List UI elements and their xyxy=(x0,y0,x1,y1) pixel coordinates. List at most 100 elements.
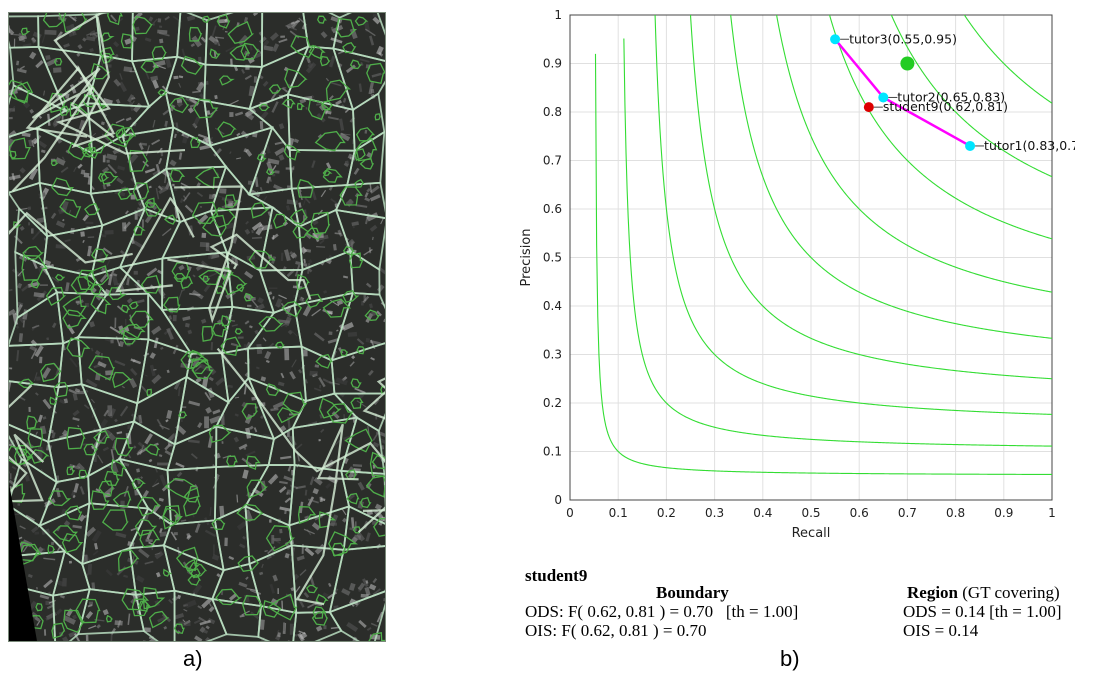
texture-speck xyxy=(43,557,56,561)
texture-speck xyxy=(52,67,62,73)
texture-speck xyxy=(173,133,177,139)
texture-speck xyxy=(358,83,363,93)
texture-speck xyxy=(196,182,201,188)
road-boundary xyxy=(53,13,186,155)
detail-contour xyxy=(308,44,326,60)
texture-speck xyxy=(280,35,286,38)
texture-speck xyxy=(43,90,45,96)
texture-speck xyxy=(43,629,47,636)
region-boundary xyxy=(334,181,385,219)
texture-speck xyxy=(302,305,312,317)
texture-speck xyxy=(56,608,63,615)
texture-speck xyxy=(307,259,313,264)
region-boundary xyxy=(328,545,385,614)
texture-speck xyxy=(34,616,41,622)
texture-speck xyxy=(107,163,118,174)
detail-contour xyxy=(144,197,157,208)
texture-speck xyxy=(44,29,57,36)
texture-speck xyxy=(262,80,269,87)
texture-speck xyxy=(369,194,381,202)
texture-speck xyxy=(233,256,239,267)
panel-a-caption: a) xyxy=(183,646,203,671)
texture-speck xyxy=(206,272,218,279)
texture-speck xyxy=(216,573,221,578)
texture-speck xyxy=(269,32,279,41)
texture-speck xyxy=(39,425,47,435)
texture-speck xyxy=(151,547,154,551)
texture-speck xyxy=(35,392,39,396)
texture-speck xyxy=(69,357,78,368)
x-tick-label: 0 xyxy=(566,506,574,520)
texture-speck xyxy=(126,297,133,304)
texture-speck xyxy=(255,366,260,370)
texture-speck xyxy=(63,536,68,541)
texture-speck xyxy=(313,332,325,342)
texture-speck xyxy=(234,396,240,399)
texture-speck xyxy=(299,191,303,201)
texture-speck xyxy=(259,120,264,130)
texture-speck xyxy=(369,185,380,194)
texture-speck xyxy=(259,225,265,229)
precision-recall-chart: 0 0.1 0.2 0.3 0.4 0.5 0.6 0.7 0.8 0.9 1 0 0.1 0.2 0.3 0… xyxy=(519,8,1075,541)
texture-speck xyxy=(244,320,250,325)
texture-speck xyxy=(244,413,253,425)
y-tick-label: 0 xyxy=(554,493,562,507)
region-ois: OIS = 0.14 xyxy=(903,621,979,640)
region-boundary xyxy=(9,45,68,113)
detail-contour xyxy=(89,283,103,295)
texture-speck xyxy=(85,611,94,620)
detail-contour xyxy=(227,21,255,45)
texture-speck xyxy=(173,75,179,80)
iso-f-curve xyxy=(654,15,1052,415)
detail-contour xyxy=(19,543,42,566)
texture-speck xyxy=(296,292,303,303)
texture-speck xyxy=(206,110,211,115)
detail-contour xyxy=(265,168,276,176)
texture-speck xyxy=(341,588,351,596)
texture-speck xyxy=(169,159,177,167)
texture-speck xyxy=(246,587,259,592)
texture-speck xyxy=(328,95,334,101)
texture-speck xyxy=(44,260,52,266)
texture-speck xyxy=(91,529,102,543)
texture-speck xyxy=(148,16,154,22)
texture-speck xyxy=(372,578,378,584)
texture-speck xyxy=(99,274,108,283)
texture-speck xyxy=(120,277,124,280)
texture-speck xyxy=(316,245,326,248)
texture-speck xyxy=(364,129,368,134)
texture-speck xyxy=(318,438,321,442)
texture-speck xyxy=(42,416,47,420)
texture-speck xyxy=(148,458,153,463)
road-boundary xyxy=(115,196,195,293)
texture-speck xyxy=(127,454,132,459)
texture-speck xyxy=(343,414,346,420)
texture-speck xyxy=(35,60,44,69)
texture-speck xyxy=(264,350,272,360)
texture-speck xyxy=(62,577,67,587)
detail-contour xyxy=(191,201,219,224)
texture-speck xyxy=(125,318,127,326)
texture-speck xyxy=(249,325,253,329)
texture-speck xyxy=(29,108,35,114)
region-boundary xyxy=(128,544,176,596)
texture-speck xyxy=(376,310,382,317)
texture-speck xyxy=(266,555,272,560)
detail-contour xyxy=(183,487,200,503)
texture-speck xyxy=(127,94,135,103)
texture-speck xyxy=(35,431,39,436)
texture-speck xyxy=(46,604,54,610)
texture-speck xyxy=(252,236,262,239)
texture-speck xyxy=(279,480,288,485)
region-boundary xyxy=(332,47,385,112)
detail-contour xyxy=(101,52,114,64)
detail-contour xyxy=(346,492,360,505)
texture-speck xyxy=(123,66,133,73)
texture-speck xyxy=(374,503,383,511)
detail-contour xyxy=(296,274,310,291)
texture-speck xyxy=(149,637,160,641)
texture-speck xyxy=(154,552,161,556)
detail-contour xyxy=(328,531,359,557)
texture-speck xyxy=(239,614,245,618)
detail-contour xyxy=(157,88,168,97)
